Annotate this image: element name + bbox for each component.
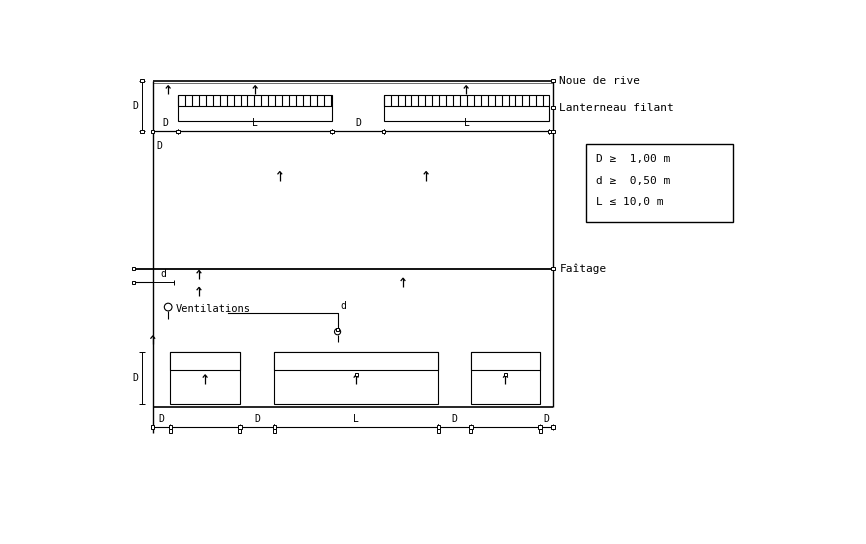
Text: L: L — [252, 119, 258, 128]
Bar — [238, 425, 242, 429]
Text: L ≤ 10,0 m: L ≤ 10,0 m — [596, 197, 663, 207]
Bar — [275, 352, 438, 370]
Text: D: D — [132, 373, 139, 383]
Bar — [275, 352, 438, 404]
Bar — [436, 425, 440, 429]
Bar — [273, 430, 276, 432]
Text: d: d — [160, 269, 166, 279]
Bar — [132, 281, 135, 284]
Bar — [171, 352, 240, 404]
Text: D: D — [254, 414, 260, 424]
Bar — [552, 267, 555, 270]
Text: d: d — [340, 301, 346, 311]
Bar — [552, 79, 555, 82]
Bar — [171, 352, 240, 370]
Bar — [471, 352, 540, 404]
Bar — [436, 430, 440, 432]
Bar — [552, 425, 555, 429]
Text: D: D — [158, 414, 165, 424]
Bar — [539, 430, 541, 432]
Text: L: L — [353, 414, 359, 424]
Bar — [382, 130, 385, 133]
Text: L: L — [463, 119, 469, 128]
Bar — [151, 130, 154, 133]
Text: D: D — [544, 414, 550, 424]
Bar — [177, 130, 180, 133]
Bar — [331, 130, 334, 133]
Text: D: D — [355, 119, 361, 128]
Text: Noue de rive: Noue de rive — [559, 76, 640, 85]
Bar — [140, 130, 144, 133]
Text: Lanterneau filant: Lanterneau filant — [559, 103, 674, 113]
Text: Faîtage: Faîtage — [559, 263, 606, 274]
Text: D ≥  1,00 m: D ≥ 1,00 m — [596, 154, 669, 164]
Bar — [132, 267, 135, 270]
Bar — [552, 130, 555, 133]
Bar — [238, 430, 242, 432]
Text: D: D — [157, 141, 163, 151]
Bar — [178, 95, 333, 121]
Text: D: D — [452, 414, 457, 424]
Bar — [336, 328, 339, 331]
Text: D: D — [132, 101, 139, 111]
Bar — [552, 106, 555, 109]
Bar — [273, 425, 276, 429]
Text: Ventilations: Ventilations — [176, 304, 251, 313]
Bar — [169, 425, 172, 429]
Bar — [169, 430, 172, 432]
Bar — [140, 79, 144, 82]
Text: d ≥  0,50 m: d ≥ 0,50 m — [596, 176, 669, 186]
Bar — [586, 144, 733, 222]
Bar — [504, 373, 507, 376]
Text: D: D — [163, 119, 168, 128]
Bar — [471, 352, 540, 370]
Bar — [469, 425, 473, 429]
Bar — [547, 130, 551, 133]
Bar — [384, 95, 549, 121]
Bar — [151, 425, 154, 429]
Bar — [539, 425, 542, 429]
Bar — [469, 430, 472, 432]
Bar — [354, 373, 358, 376]
